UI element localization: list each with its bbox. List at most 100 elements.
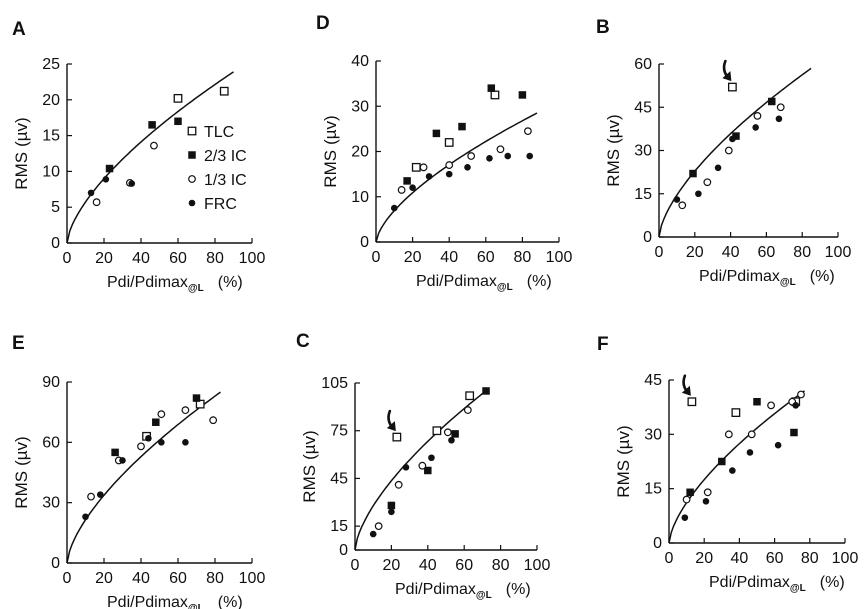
panel-label: C — [296, 331, 310, 352]
x-tick-label: 0 — [655, 244, 664, 261]
legend-label: FRC — [204, 196, 237, 213]
panel-label: A — [12, 19, 26, 40]
x-axis-label: Pdi/Pdimax@L (%) — [699, 268, 835, 288]
point-open-square — [490, 90, 500, 100]
point-open-square — [465, 391, 475, 401]
legend-label: 1/3 IC — [204, 172, 247, 189]
x-tick-label: 100 — [524, 557, 551, 574]
point-filled-square — [686, 488, 694, 497]
x-tick-label: 0 — [351, 557, 360, 574]
point-open-circle — [678, 201, 687, 210]
point-filled-circle — [746, 449, 754, 456]
point-open-circle — [496, 145, 505, 154]
x-axis-label: Pdi/Pdimax@L (%) — [395, 581, 531, 601]
point-filled-circle — [695, 190, 702, 198]
point-open-circle — [418, 461, 427, 470]
y-tick-label: 0 — [653, 535, 662, 552]
point-open-circle — [724, 146, 733, 155]
x-label-sub: @L — [780, 277, 796, 288]
point-open-circle — [209, 416, 218, 425]
point-filled-square — [487, 84, 496, 92]
x-tick-label: 100 — [239, 250, 266, 267]
x-axis-label: Pdi/Pdimax@L (%) — [107, 274, 243, 294]
x-label-sub: @L — [497, 282, 513, 293]
point-filled-circle — [673, 196, 681, 203]
point-filled-circle — [158, 439, 165, 446]
y-axis-label: RMS (µv) — [614, 425, 633, 497]
y-tick-label: 0 — [339, 542, 348, 559]
point-open-circle — [92, 198, 101, 207]
x-axis-label: Pdi/Pdimax@L (%) — [107, 594, 243, 609]
y-axis-label: RMS (µv) — [604, 114, 623, 186]
x-tick-label: 60 — [455, 557, 473, 574]
point-open-circle — [463, 406, 472, 414]
y-tick-label: 5 — [51, 199, 60, 216]
point-open-circle — [374, 522, 383, 531]
point-open-circle — [443, 428, 452, 437]
x-tick-label: 0 — [665, 550, 674, 567]
point-open-circle — [150, 141, 158, 150]
point-filled-circle — [87, 189, 95, 197]
x-tick-label: 20 — [695, 550, 713, 567]
point-filled-circle — [504, 152, 512, 160]
point-open-circle — [87, 492, 95, 501]
arrow-head-icon — [681, 385, 691, 396]
x-tick-label: 0 — [63, 250, 72, 267]
point-filled-circle — [428, 454, 435, 462]
point-filled-square — [424, 466, 432, 475]
point-filled-circle — [714, 164, 722, 172]
y-tick-label: 0 — [51, 235, 60, 252]
y-tick-label: 15 — [634, 186, 652, 203]
y-tick-label: 10 — [42, 163, 60, 180]
panel-a: A 0 20 40 60 80 100 0 5 10 15 20 25 RMS (µv) Pdi/Pdimax… — [12, 19, 265, 294]
y-axis-label: RMS (µv) — [321, 115, 340, 187]
x-tick-label: 80 — [206, 250, 224, 267]
y-label-main: RMS — [604, 149, 623, 187]
y-label-unit: (µv) — [614, 425, 633, 455]
y-tick-label: 30 — [42, 495, 60, 512]
point-filled-circle — [526, 152, 534, 160]
point-filled-circle — [128, 180, 136, 187]
legend-marker-filled-circle — [188, 199, 196, 207]
point-open-circle — [703, 488, 712, 497]
y-label-unit: (µv) — [12, 436, 31, 466]
point-filled-square — [753, 397, 761, 406]
point-filled-circle — [182, 439, 189, 446]
panel-e: E 0 20 40 60 80 100 0 30 60 90 RMS (µv) Pdi/Pdimax@L (… — [12, 333, 265, 609]
x-label-unit: (%) — [810, 268, 835, 285]
y-label-main: RMS — [321, 150, 340, 188]
x-label-sub: @L — [476, 590, 492, 601]
point-open-square — [173, 93, 183, 103]
y-tick-label: 0 — [360, 234, 369, 251]
point-filled-circle — [702, 498, 710, 505]
point-filled-circle — [369, 530, 377, 538]
panel-label: D — [316, 13, 330, 34]
y-tick-label: 90 — [42, 374, 60, 391]
point-filled-square — [768, 97, 776, 106]
fit-curve — [66, 71, 234, 244]
y-tick-label: 75 — [330, 423, 348, 440]
panel-c: C 0 20 40 60 80 100 0 15 45 75 105 RMS (µv) Pdi/Pdimax… — [296, 331, 550, 601]
y-tick-label: 30 — [351, 98, 369, 115]
y-tick-label: 15 — [644, 481, 662, 498]
point-open-circle — [776, 103, 785, 112]
y-label-main: RMS — [12, 471, 31, 509]
point-filled-square — [790, 428, 798, 437]
x-axis-label: Pdi/Pdimax@L (%) — [416, 273, 552, 293]
point-open-circle — [467, 152, 476, 160]
y-label-unit: (µv) — [12, 117, 31, 147]
point-filled-square — [174, 117, 182, 126]
x-tick-label: 60 — [169, 570, 187, 587]
point-open-square — [727, 82, 737, 92]
y-axis-label: RMS (µv) — [300, 430, 319, 502]
point-open-circle — [767, 401, 775, 410]
y-label-main: RMS — [614, 460, 633, 498]
point-open-circle — [394, 480, 403, 489]
point-open-circle — [523, 127, 532, 136]
y-tick-label: 30 — [644, 426, 662, 443]
x-label-main: Pdi/Pdimax — [107, 594, 188, 609]
point-open-square — [687, 397, 697, 407]
x-label-main: Pdi/Pdimax — [107, 274, 188, 291]
x-tick-label: 100 — [825, 244, 852, 261]
point-filled-circle — [102, 175, 110, 183]
